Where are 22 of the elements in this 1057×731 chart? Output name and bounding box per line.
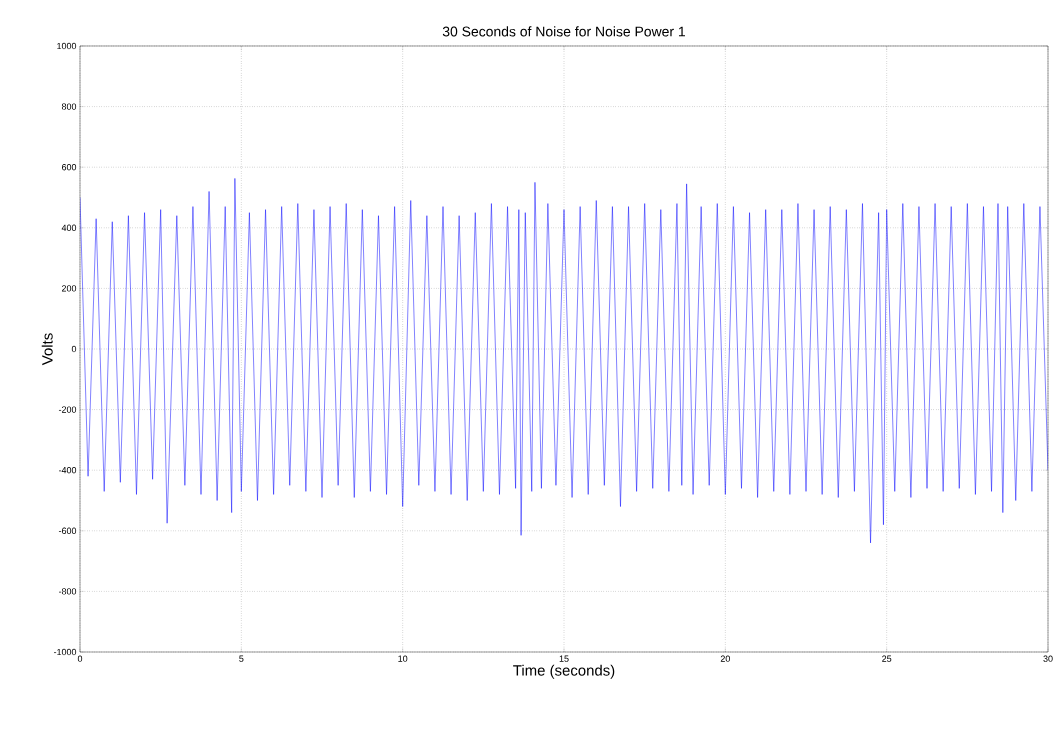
x-axis-title: Time (seconds) (513, 664, 615, 679)
y-axis-title: Volts (41, 333, 53, 366)
x-tick-label: 25 (882, 655, 892, 662)
x-tick-label: 10 (398, 655, 408, 662)
y-tick-label: 600 (61, 164, 77, 171)
y-tick-label: -1000 (53, 648, 77, 656)
x-tick-label: 5 (239, 655, 244, 662)
y-tick-label: 0 (71, 345, 77, 353)
y-tick-label: 1000 (57, 42, 77, 50)
y-tick-label: 800 (61, 103, 77, 110)
y-tick-label: -200 (58, 406, 77, 413)
y-tick-label: 400 (61, 224, 77, 231)
x-tick-label: 0 (77, 655, 83, 662)
y-tick-label: -600 (58, 527, 77, 534)
x-tick-label: 20 (720, 655, 730, 662)
x-tick-label: 30 (1043, 655, 1053, 662)
y-tick-label: 200 (61, 285, 77, 292)
y-tick-label: -400 (58, 467, 77, 474)
x-tick-label: 15 (559, 655, 569, 662)
y-tick-label: -800 (58, 588, 77, 595)
chart-title: 30 Seconds of Noise for Noise Power 1 (442, 26, 685, 37)
line-series (80, 178, 1049, 544)
